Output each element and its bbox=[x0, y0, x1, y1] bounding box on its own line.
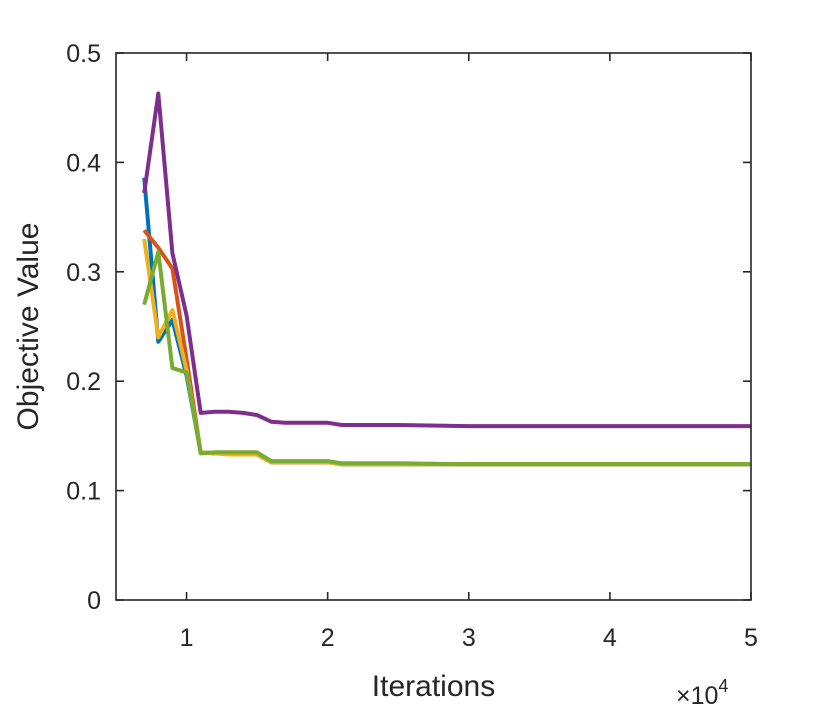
x-axis-exponent: ×104 bbox=[676, 676, 728, 710]
y-tick-label: 0.5 bbox=[66, 40, 101, 68]
series-layer bbox=[142, 91, 751, 467]
y-axis-label: Objective Value bbox=[12, 223, 45, 431]
x-axis-exponent-power: 4 bbox=[718, 676, 728, 696]
x-tick-label: 2 bbox=[321, 624, 335, 652]
y-tick-label: 0.3 bbox=[66, 259, 101, 287]
x-tick-label: 3 bbox=[462, 624, 476, 652]
series-line-2 bbox=[142, 228, 751, 467]
series-line-4 bbox=[142, 91, 751, 429]
x-tick-label: 4 bbox=[603, 624, 617, 652]
x-axis-exponent-base: ×10 bbox=[676, 682, 718, 710]
x-axis-label: Iterations bbox=[372, 670, 495, 703]
x-tick-label: 5 bbox=[744, 624, 758, 652]
x-tick-label: 1 bbox=[180, 624, 194, 652]
y-tick-label: 0.1 bbox=[66, 478, 101, 506]
y-tick-label: 0.4 bbox=[66, 149, 101, 177]
plot-area-frame bbox=[115, 52, 752, 601]
axis-ticks: 1 2 3 4 5 0 0.1 0.2 0.3 0.4 0.5 bbox=[66, 40, 758, 652]
series-line-5 bbox=[142, 250, 751, 467]
series-line-1 bbox=[142, 177, 751, 467]
series-line-3 bbox=[142, 238, 751, 467]
y-tick-label: 0 bbox=[87, 587, 101, 615]
y-tick-label: 0.2 bbox=[66, 368, 101, 396]
